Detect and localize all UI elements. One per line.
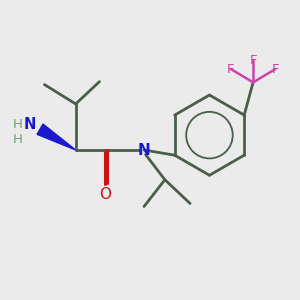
Text: N: N (138, 142, 150, 158)
Text: F: F (249, 54, 257, 67)
Text: F: F (227, 62, 235, 76)
Text: O: O (99, 187, 111, 202)
Text: H: H (13, 118, 23, 131)
Text: N: N (23, 117, 36, 132)
Text: F: F (272, 62, 279, 76)
Text: H: H (13, 133, 23, 146)
Polygon shape (37, 124, 76, 150)
